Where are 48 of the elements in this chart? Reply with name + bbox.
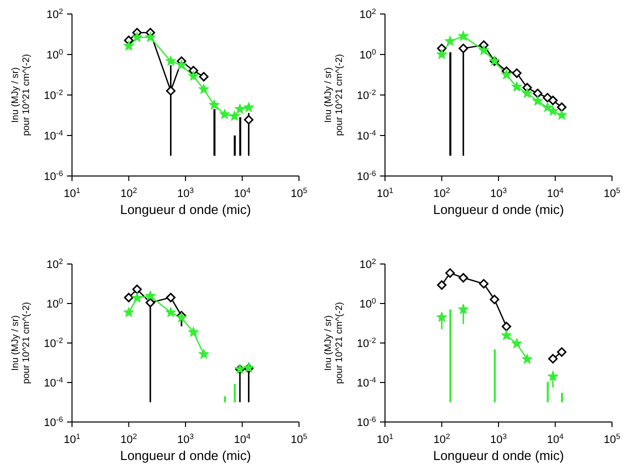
x-axis-title: Longueur d onde (mic): [120, 448, 251, 463]
y-axis-title: Inu (MJy / sr) pour 10^21 cm^(-2): [323, 302, 345, 384]
y-tick-label: 10$^{-6}$: [356, 414, 376, 429]
y-tick-label: 10$^{2}$: [46, 6, 63, 21]
x-tick-label: 10$^{4}$: [546, 432, 564, 446]
y-tick-label: 10$^{-4}$: [44, 128, 64, 142]
y-tick-label: 10$^{-6}$: [356, 168, 376, 183]
y-axis-title: Inu (MJy / sr) pour 10^21 cm^(-2): [323, 54, 345, 136]
y-tick-label: 10$^{-4}$: [356, 375, 377, 390]
x-tick-label: 10$^{5}$: [604, 432, 620, 446]
x-tick-label: 10$^{3}$: [177, 186, 194, 200]
x-tick-label: 10$^{2}$: [433, 432, 450, 446]
y-axis-title: Inu (MJy / sr) pour 10^21 cm^(-2): [10, 302, 32, 384]
x-tick-label: 10$^{1}$: [376, 186, 394, 200]
x-tick-label: 10$^{4}$: [546, 186, 564, 200]
y-tick-label: 10$^{0}$: [46, 47, 63, 62]
x-tick-label: 10$^{1}$: [64, 186, 80, 200]
x-tick-label: 10$^{3}$: [490, 186, 507, 200]
y-tick-label: 10$^{0}$: [359, 296, 376, 310]
x-tick-label: 10$^{2}$: [120, 432, 138, 446]
y-tick-label: 10$^{-2}$: [356, 336, 376, 350]
y-tick-label: 10$^{-2}$: [44, 88, 63, 102]
y-tick-label: 10$^{2}$: [359, 256, 376, 271]
x-axis-title: Longueur d onde (mic): [433, 202, 564, 217]
y-tick-label: 10$^{-4}$: [356, 128, 377, 142]
x-tick-label: 10$^{4}$: [234, 186, 252, 200]
y-tick-label: 10$^{-2}$: [44, 336, 63, 350]
y-tick-label: 10$^{-2}$: [356, 88, 376, 102]
y-tick-label: 10$^{-6}$: [44, 168, 63, 183]
y-tick-label: 10$^{0}$: [359, 47, 376, 62]
y-tick-label: 10$^{2}$: [359, 6, 376, 21]
y-tick-label: 10$^{2}$: [46, 256, 63, 271]
y-tick-label: 10$^{0}$: [46, 296, 63, 310]
y-axis-title: Inu (MJy / sr) pour 10^21 cm^(-2): [10, 54, 32, 136]
x-axis-title: Longueur d onde (mic): [120, 202, 251, 217]
x-tick-label: 10$^{4}$: [234, 432, 252, 446]
x-tick-label: 10$^{3}$: [490, 432, 507, 446]
x-tick-label: 10$^{1}$: [64, 432, 80, 446]
x-tick-label: 10$^{5}$: [290, 432, 308, 446]
y-tick-label: 10$^{-4}$: [44, 375, 64, 390]
x-tick-label: 10$^{5}$: [604, 186, 620, 200]
x-axis-title: Longueur d onde (mic): [433, 448, 564, 463]
x-tick-label: 10$^{2}$: [120, 186, 138, 200]
x-tick-label: 10$^{2}$: [433, 186, 450, 200]
x-tick-label: 10$^{5}$: [290, 186, 308, 200]
x-tick-label: 10$^{3}$: [177, 432, 194, 446]
x-tick-label: 10$^{1}$: [376, 432, 394, 446]
y-tick-label: 10$^{-6}$: [44, 414, 63, 429]
